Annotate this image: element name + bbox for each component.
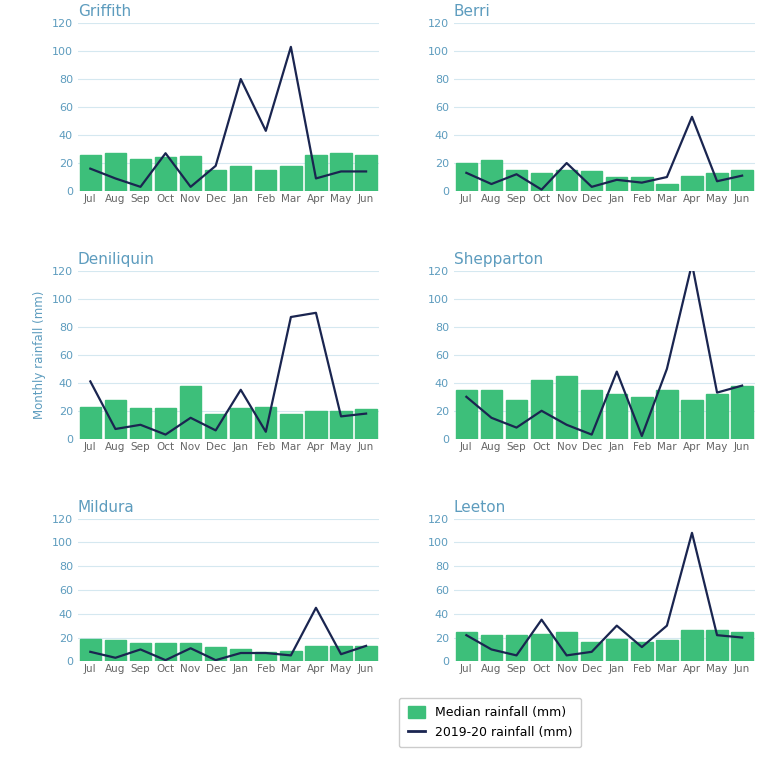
Bar xyxy=(657,390,678,439)
Bar xyxy=(506,170,527,191)
Bar xyxy=(682,175,703,191)
Bar xyxy=(155,158,176,191)
Bar xyxy=(606,177,627,191)
Bar xyxy=(631,177,653,191)
Bar xyxy=(205,170,226,191)
Bar xyxy=(79,407,101,439)
Bar xyxy=(456,390,477,439)
Bar xyxy=(506,635,527,661)
Bar xyxy=(456,163,477,191)
Bar xyxy=(356,155,377,191)
Legend: Median rainfall (mm), 2019-20 rainfall (mm): Median rainfall (mm), 2019-20 rainfall (… xyxy=(399,697,581,747)
Bar xyxy=(130,644,151,661)
Bar xyxy=(180,644,202,661)
Bar xyxy=(481,160,502,191)
Bar xyxy=(155,644,176,661)
Bar xyxy=(305,411,327,439)
Bar xyxy=(230,166,251,191)
Bar xyxy=(356,409,377,439)
Bar xyxy=(481,390,502,439)
Bar xyxy=(356,646,377,661)
Bar xyxy=(280,166,302,191)
Bar xyxy=(155,408,176,439)
Bar xyxy=(531,634,552,661)
Bar xyxy=(105,640,126,661)
Bar xyxy=(230,650,251,661)
Bar xyxy=(331,153,352,191)
Bar xyxy=(305,155,327,191)
Bar xyxy=(180,156,202,191)
Text: Berri: Berri xyxy=(454,4,491,19)
Bar xyxy=(581,171,602,191)
Bar xyxy=(130,408,151,439)
Text: Leeton: Leeton xyxy=(454,500,506,514)
Bar xyxy=(531,173,552,191)
Bar xyxy=(631,397,653,439)
Bar xyxy=(606,639,627,661)
Bar xyxy=(506,400,527,439)
Bar xyxy=(531,380,552,439)
Bar xyxy=(105,153,126,191)
Bar xyxy=(305,646,327,661)
Bar xyxy=(481,635,502,661)
Bar xyxy=(556,376,577,439)
Bar xyxy=(230,408,251,439)
Bar xyxy=(682,400,703,439)
Bar xyxy=(255,170,276,191)
Bar xyxy=(280,651,302,661)
Bar xyxy=(331,646,352,661)
Text: Deniliquin: Deniliquin xyxy=(78,252,155,267)
Bar xyxy=(706,173,727,191)
Y-axis label: Monthly rainfall (mm): Monthly rainfall (mm) xyxy=(33,291,46,419)
Bar xyxy=(331,411,352,439)
Bar xyxy=(731,385,753,439)
Text: Griffith: Griffith xyxy=(78,4,131,19)
Bar xyxy=(205,647,226,661)
Bar xyxy=(180,385,202,439)
Bar xyxy=(280,414,302,439)
Bar xyxy=(706,631,727,661)
Bar xyxy=(79,155,101,191)
Bar xyxy=(79,639,101,661)
Bar xyxy=(556,170,577,191)
Bar xyxy=(255,652,276,661)
Bar xyxy=(130,159,151,191)
Bar xyxy=(631,642,653,661)
Bar xyxy=(581,642,602,661)
Bar xyxy=(255,407,276,439)
Bar xyxy=(456,631,477,661)
Bar xyxy=(731,631,753,661)
Bar xyxy=(682,631,703,661)
Text: Mildura: Mildura xyxy=(78,500,135,514)
Bar xyxy=(105,400,126,439)
Bar xyxy=(706,394,727,439)
Text: Shepparton: Shepparton xyxy=(454,252,543,267)
Bar xyxy=(581,390,602,439)
Bar xyxy=(657,184,678,191)
Bar xyxy=(657,640,678,661)
Bar xyxy=(731,170,753,191)
Bar xyxy=(556,631,577,661)
Bar xyxy=(606,394,627,439)
Bar xyxy=(205,414,226,439)
